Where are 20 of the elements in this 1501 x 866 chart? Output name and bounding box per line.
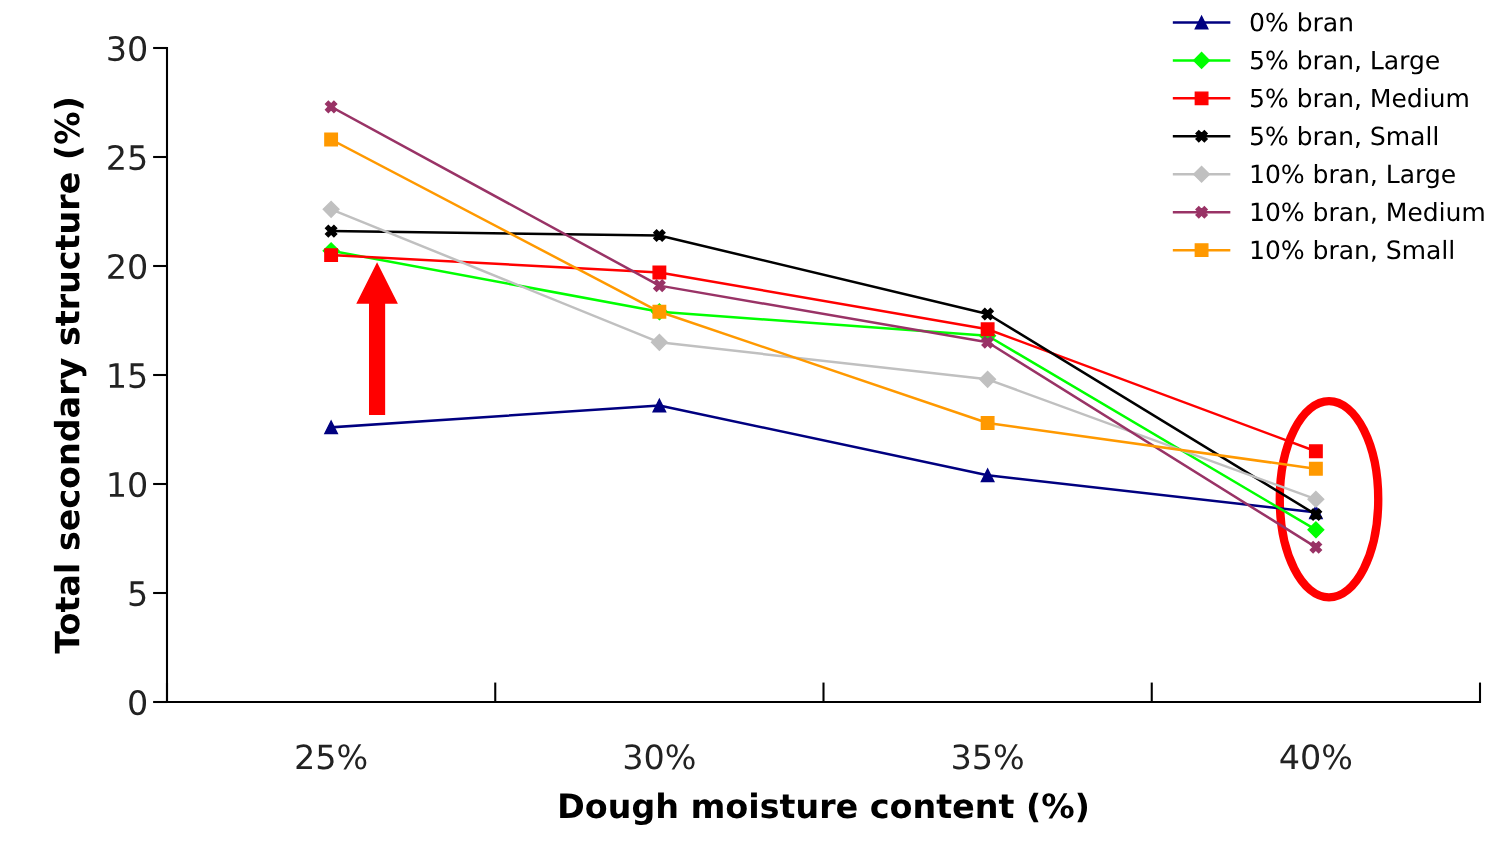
x-axis-title: Dough moisture content (%) xyxy=(560,792,1088,826)
y-tick-label: 0 xyxy=(129,689,147,716)
legend-label: 0% bran xyxy=(1250,12,1352,32)
x-tick-label: 25% xyxy=(296,744,367,770)
y-tick-label: 10 xyxy=(109,471,147,498)
legend-label: 5% bran, Large xyxy=(1251,50,1439,75)
y-axis-title: Total secondary structure (%) xyxy=(53,99,87,654)
y-tick-label: 30 xyxy=(108,35,147,62)
legend-label: 5% bran, Small xyxy=(1251,126,1437,148)
x-tick-label: 40% xyxy=(1280,744,1352,770)
legend-label: 10% bran, Medium xyxy=(1251,201,1484,224)
legend-label: 10% bran, Small xyxy=(1251,239,1453,262)
legend-label: 5% bran, Medium xyxy=(1251,88,1468,111)
legend-label: 10% bran, Large xyxy=(1251,164,1455,189)
y-tick-label: 5 xyxy=(129,581,146,607)
y-tick-label: 15 xyxy=(109,363,146,389)
x-tick-label: 35% xyxy=(953,744,1023,770)
x-tick-label: 30% xyxy=(624,744,695,770)
y-tick-label: 25 xyxy=(108,144,146,171)
y-tick-label: 20 xyxy=(108,253,147,280)
